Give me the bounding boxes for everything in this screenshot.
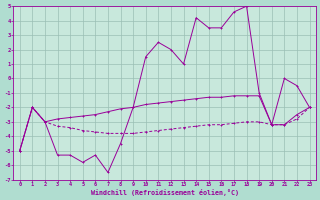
X-axis label: Windchill (Refroidissement éolien,°C): Windchill (Refroidissement éolien,°C) — [91, 189, 239, 196]
